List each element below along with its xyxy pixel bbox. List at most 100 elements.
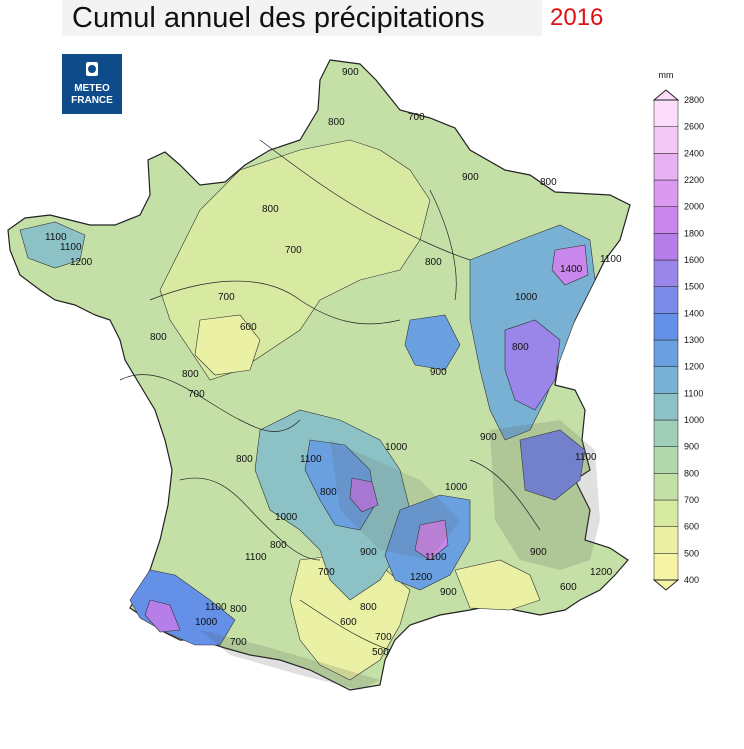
legend-tick-label: 1100: [684, 388, 703, 398]
wet-peak-massif-central: [349, 477, 379, 513]
legend-swatch: [653, 526, 679, 554]
map-title: Cumul annuel des précipitations: [72, 2, 485, 34]
legend-swatch: [653, 553, 679, 581]
legend-arrow-top: [652, 89, 680, 101]
contour-label: 900: [430, 367, 447, 378]
contour-label: 1100: [45, 232, 67, 243]
dry-zone-southeast: [454, 559, 541, 611]
contour-label: 1100: [600, 254, 622, 265]
legend-swatch: [653, 233, 679, 261]
wet-peak-vosges: [551, 244, 589, 286]
contour-label: 800: [182, 369, 199, 380]
legend-swatch: [653, 499, 679, 527]
legend-swatch: [653, 313, 679, 341]
legend-swatch: [653, 153, 679, 181]
contour-label: 800: [236, 454, 253, 465]
contour-label: 900: [530, 547, 547, 558]
wet-core-alps: [504, 319, 561, 411]
wet-core-massif-central: [304, 439, 376, 531]
contour-label: 900: [360, 547, 377, 558]
contour-label: 800: [512, 342, 529, 353]
contour-label: 800: [360, 602, 377, 613]
contour-label: 800: [425, 257, 442, 268]
contour-label: 800: [270, 540, 287, 551]
legend-swatch: [653, 419, 679, 447]
title-background: [62, 0, 542, 36]
contour-label: 1000: [195, 617, 218, 628]
legend-tick-label: 1300: [684, 335, 704, 345]
contour-label: 700: [318, 567, 335, 578]
contour-label: 800: [230, 604, 247, 615]
contour-label: 900: [342, 67, 359, 78]
contour-label: 1200: [70, 257, 93, 268]
wet-zone-brittany: [19, 221, 86, 269]
contour-label: 900: [462, 172, 479, 183]
contour-label: 600: [560, 582, 577, 593]
logo-line2: FRANCE: [71, 95, 113, 106]
legend-tick-label: 900: [684, 442, 699, 452]
contour-label: 1000: [385, 442, 408, 453]
legend-tick-label: 1800: [684, 228, 704, 238]
relief-shading-massif-central: [330, 440, 460, 560]
legend-tick-label: 2600: [684, 122, 704, 132]
legend-bar: [652, 89, 680, 591]
contour-label: 800: [540, 177, 557, 188]
legend-swatch: [653, 206, 679, 234]
contour-label: 700: [230, 637, 247, 648]
legend-tick-label: 1400: [684, 308, 704, 318]
contour-label: 600: [340, 617, 357, 628]
legend-tick-label: 1500: [684, 282, 704, 292]
contour-label: 800: [150, 332, 167, 343]
legend-tick-label: 1000: [684, 415, 704, 425]
legend-tick-label: 800: [684, 468, 699, 478]
contour-label: 800: [328, 117, 345, 128]
dry-zone-centre: [194, 314, 261, 376]
legend-tick-label: 700: [684, 495, 699, 505]
legend-tick-label: 2200: [684, 175, 704, 185]
legend-tick-label: 1600: [684, 255, 704, 265]
legend-swatch: [653, 259, 679, 287]
contour-label: 600: [240, 322, 257, 333]
contour-label: 700: [408, 112, 425, 123]
legend-swatch: [653, 179, 679, 207]
contour-label: 1100: [245, 552, 267, 563]
wet-peak-cevennes: [414, 519, 449, 561]
legend-tick-label: 1200: [684, 362, 704, 372]
legend-tick-label: 2400: [684, 148, 704, 158]
contour-label: 700: [188, 389, 205, 400]
contour-label: 1400: [560, 264, 583, 275]
contour-label: 800: [320, 487, 337, 498]
contour-label: 700: [285, 245, 302, 256]
meteo-france-logo: METEO FRANCE: [62, 54, 122, 114]
wet-zone-morvan: [404, 314, 461, 371]
meteo-france-logo-mark: METEO FRANCE: [71, 62, 113, 106]
contour-label: 900: [480, 432, 497, 443]
contour-label: 1100: [425, 552, 447, 563]
contour-label: 1100: [300, 454, 322, 465]
legend-swatch: [653, 473, 679, 501]
logo-line1: METEO: [74, 83, 110, 94]
legend-tick-label: 2800: [684, 95, 704, 105]
contour-label: 900: [440, 587, 457, 598]
legend-swatch: [653, 286, 679, 314]
contour-label: 1200: [410, 572, 433, 583]
wet-zone-south-alps: [519, 429, 586, 501]
legend-swatch: [653, 393, 679, 421]
legend-swatch: [653, 126, 679, 154]
contour-label: 500: [372, 647, 389, 658]
contour-label: 1100: [205, 602, 227, 613]
legend-tick-label: 400: [684, 575, 699, 585]
legend-colorbar: mm 400 500 600 700 800 900 1000 1100 1200 1300 140…: [652, 70, 704, 591]
legend-swatch: [653, 99, 679, 127]
contour-label: 700: [375, 632, 392, 643]
contour-label: 1000: [515, 292, 538, 303]
map-year: 2016: [550, 4, 604, 31]
legend-swatch: [653, 339, 679, 367]
relief-shading-pyrenees: [200, 630, 380, 690]
contour-label: 1200: [590, 567, 613, 578]
contour-lines: [119, 139, 541, 651]
legend-ticks: 400 500 600 700 800 900 1000 1100 1200 1300 1400 15…: [684, 95, 704, 585]
legend-unit: mm: [659, 70, 674, 80]
